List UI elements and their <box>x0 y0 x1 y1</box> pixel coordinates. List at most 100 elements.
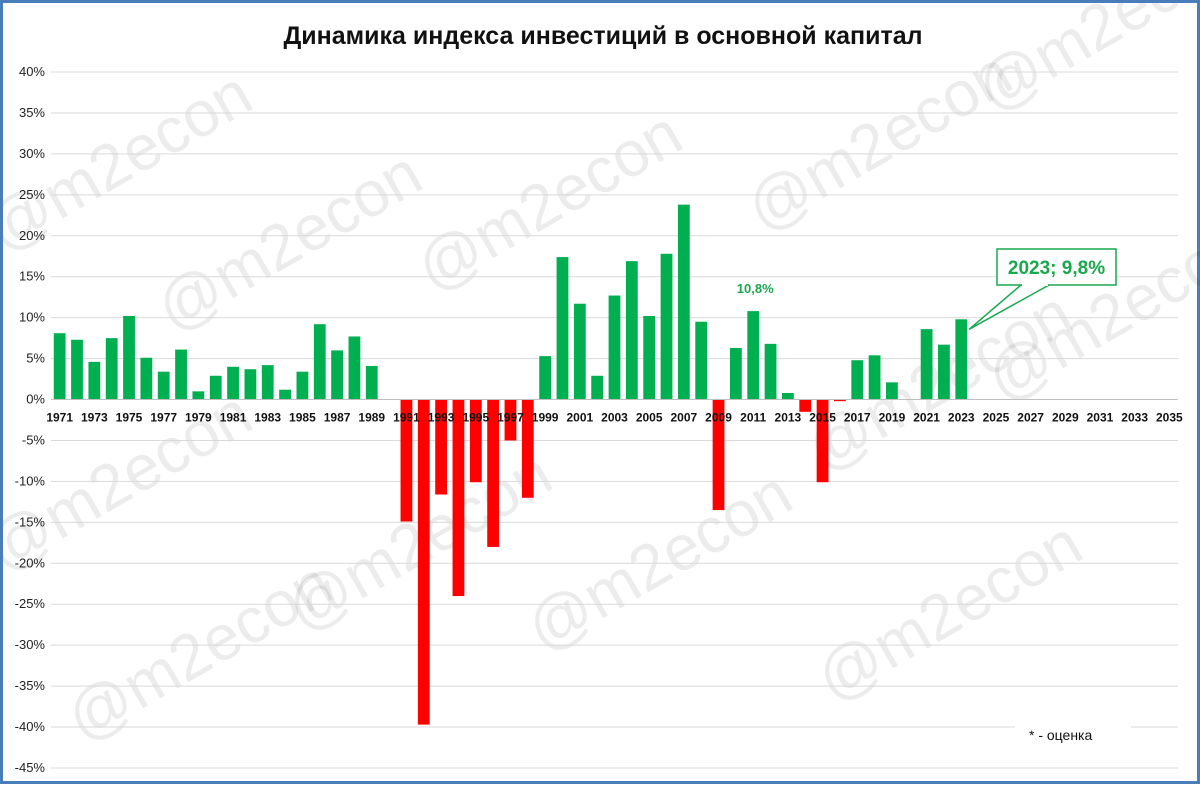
bar-1978 <box>175 349 187 400</box>
annotation-2011: 10,8% <box>737 281 774 296</box>
bar-2010 <box>729 347 742 400</box>
x-tick-label: 1973 <box>81 411 108 425</box>
watermark-text: @m2econ <box>964 3 1200 125</box>
x-tick-label: 1989 <box>358 411 385 425</box>
bar-2006 <box>660 253 673 400</box>
bar-2015 <box>816 399 829 483</box>
bar-2007 <box>677 204 690 400</box>
y-tick-label: -10% <box>15 473 46 488</box>
bar-1987 <box>331 350 343 400</box>
y-tick-label: 35% <box>19 105 45 120</box>
x-tick-label: 1971 <box>46 411 73 425</box>
bar-2004 <box>625 261 638 400</box>
y-tick-label: 5% <box>26 351 45 366</box>
x-tick-label: 2013 <box>775 411 802 425</box>
bar-2009 <box>712 399 725 511</box>
y-tick-label: -45% <box>15 760 46 775</box>
bar-1985 <box>296 371 309 400</box>
bar-1976 <box>140 357 153 400</box>
bar-2016 <box>834 399 846 402</box>
y-tick-label: -15% <box>15 514 46 529</box>
y-tick-label: 30% <box>19 146 45 161</box>
bar-1993 <box>435 399 448 495</box>
bar-2018 <box>868 355 881 400</box>
x-tick-label: 2005 <box>636 411 663 425</box>
bar-1991 <box>400 399 413 522</box>
bar-2008 <box>695 321 708 400</box>
x-tick-label: 2011 <box>740 411 766 425</box>
y-tick-label: 40% <box>19 64 45 79</box>
x-tick-label: 2007 <box>671 411 698 425</box>
x-tick-label: 1981 <box>220 411 247 425</box>
bar-2022 <box>938 344 950 400</box>
chart-title: Динамика индекса инвестиций в основной к… <box>283 22 922 50</box>
x-tick-label: 1999 <box>532 411 559 425</box>
x-tick-label: 2001 <box>566 411 593 425</box>
callout-box <box>996 248 1117 286</box>
x-tick-label: 1983 <box>254 411 281 425</box>
y-tick-label: 10% <box>19 310 45 325</box>
bar-1992 <box>417 399 430 725</box>
bar-2014 <box>799 399 812 412</box>
bar-2002 <box>591 375 604 400</box>
annotations: 10,8% 2023; 9,8% <box>737 248 1117 330</box>
watermark-text: @m2econ <box>804 506 1093 715</box>
bar-1979 <box>192 391 205 400</box>
bar-2001 <box>573 303 586 400</box>
bar-1977 <box>157 371 170 400</box>
x-tick-label: 1985 <box>289 411 316 425</box>
x-tick-label: 2031 <box>1087 411 1114 425</box>
bar-1989 <box>365 365 378 400</box>
bar-1995 <box>469 399 482 483</box>
bar-1972 <box>71 339 83 400</box>
y-tick-label: -20% <box>15 555 46 570</box>
x-tick-label: 1995 <box>462 411 489 425</box>
x-tick-label: 2027 <box>1017 411 1044 425</box>
x-tick-label: 2021 <box>913 411 940 425</box>
bar-1986 <box>313 324 326 400</box>
bar-2011 <box>747 311 760 400</box>
x-tick-label: 2009 <box>705 411 732 425</box>
x-tick-label: 2017 <box>844 411 871 425</box>
y-tick-label: 0% <box>26 392 45 407</box>
bar-1984 <box>279 389 291 400</box>
bar-1975 <box>123 316 135 400</box>
bar-1999 <box>539 356 552 400</box>
y-tick-label: -30% <box>15 637 46 652</box>
x-tick-label: 1993 <box>428 411 455 425</box>
y-tick-label: 20% <box>19 228 45 243</box>
bar-1973 <box>88 361 101 400</box>
y-tick-label: 15% <box>19 269 45 284</box>
bar-1981 <box>227 366 239 400</box>
x-tick-label: 1977 <box>150 411 177 425</box>
x-tick-label: 1991 <box>393 411 420 425</box>
x-tick-label: 2033 <box>1121 411 1148 425</box>
x-tick-label: 1997 <box>497 411 524 425</box>
grid-lines <box>51 71 1178 769</box>
x-tick-label: 2003 <box>601 411 628 425</box>
x-tick-label: 2023 <box>948 411 975 425</box>
bar-1971 <box>53 333 66 400</box>
x-axis-ticks: 1971 1973 1975 1977 1979 1981 1983 1985 1987 1989… <box>46 411 1183 425</box>
bar-2013 <box>781 392 794 400</box>
bars <box>53 204 968 725</box>
x-tick-label: 2029 <box>1052 411 1079 425</box>
bar-1982 <box>244 369 257 400</box>
bar-2003 <box>608 295 621 400</box>
bar-2017 <box>851 360 864 400</box>
x-tick-label: 2019 <box>879 411 906 425</box>
footnote-box <box>1015 716 1131 752</box>
bar-2021 <box>920 329 933 400</box>
bar-1988 <box>348 336 361 400</box>
bar-1998 <box>521 399 534 498</box>
watermark-text: @m2econ <box>404 96 693 305</box>
bar-1974 <box>105 338 118 400</box>
bar-1983 <box>261 365 274 400</box>
x-tick-label: 1975 <box>116 411 143 425</box>
x-tick-label: 2035 <box>1156 411 1183 425</box>
footnote-text: * - оценка <box>1029 727 1092 743</box>
y-axis-ticks: 40% 35% 30% 25% 20% 15% 10% 5% 0% -5% -10% -15% -20%… <box>15 64 46 775</box>
bar-2019 <box>886 382 898 400</box>
y-tick-label: -40% <box>15 719 46 734</box>
watermark-text: @m2econ <box>54 546 343 755</box>
